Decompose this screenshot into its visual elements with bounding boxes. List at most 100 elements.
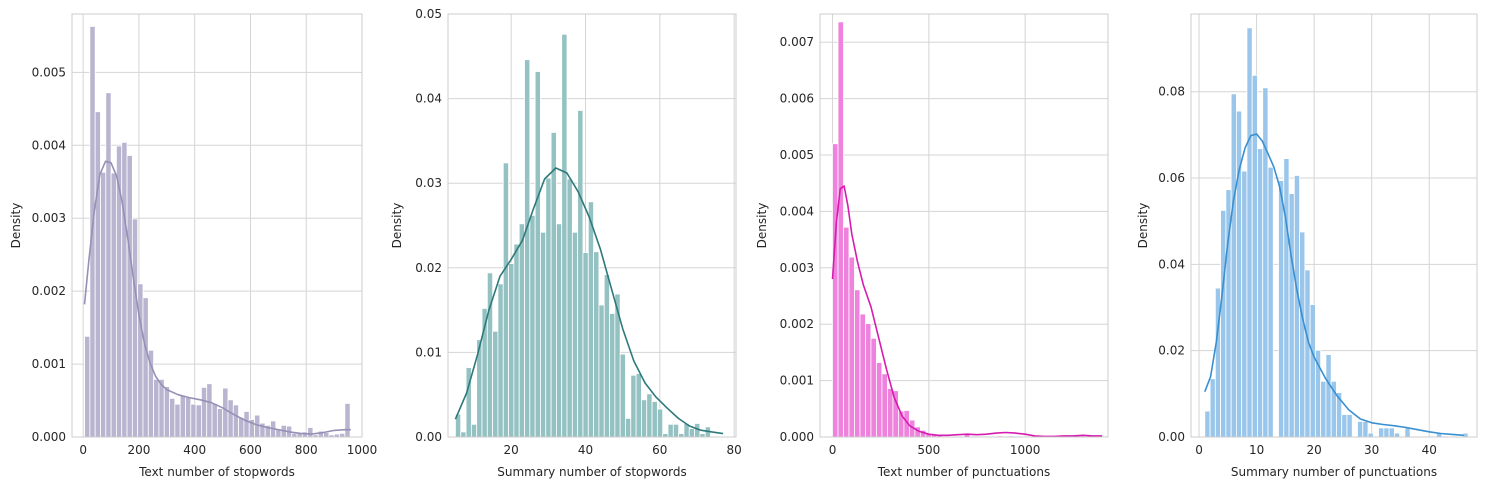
x-tick-label: 600 <box>239 443 262 457</box>
histogram-bar <box>1236 110 1243 438</box>
histogram-bar <box>1320 380 1327 438</box>
histogram-bar <box>1367 432 1374 438</box>
histogram-bar <box>593 251 600 438</box>
histogram-bar <box>854 289 861 438</box>
kde-curve <box>83 160 351 435</box>
histogram-bar <box>158 378 165 438</box>
histogram-bar <box>1304 269 1311 438</box>
histogram-bar <box>508 263 515 438</box>
histogram-bar <box>529 214 536 438</box>
histogram-bar <box>131 218 139 438</box>
histogram-bar <box>206 383 213 438</box>
histogram-bar <box>641 399 648 438</box>
histogram-bar <box>1204 410 1211 438</box>
histogram-bar <box>1404 427 1411 438</box>
histogram-bar <box>179 395 186 438</box>
x-axis-label: Text number of punctuations <box>877 465 1050 479</box>
histogram-bar <box>870 337 877 438</box>
x-tick-label: 60 <box>652 443 667 457</box>
axes-frame <box>71 13 363 438</box>
x-tick-label: 400 <box>183 443 206 457</box>
y-tick-label: 0.05 <box>415 7 442 21</box>
histogram-bar <box>1220 209 1227 438</box>
y-tick-label: 0.06 <box>1158 171 1185 185</box>
histogram-bar <box>339 432 346 438</box>
histogram-bar <box>201 387 208 438</box>
histogram-bar <box>540 231 547 438</box>
y-tick-label: 0.000 <box>780 430 814 444</box>
histogram-bar <box>1230 93 1237 438</box>
histogram-bar <box>876 362 883 438</box>
histogram-bar <box>470 423 478 438</box>
subplot-1: 0.000 0.001 0.002 0.003 0.004 0.005 0 200 400 600… <box>9 13 377 479</box>
histogram-bar <box>126 155 133 438</box>
x-tick-label: 20 <box>1307 443 1322 457</box>
histogram-bar <box>832 143 839 438</box>
y-tick-label: 0.004 <box>32 138 66 152</box>
histogram-bar <box>502 162 509 438</box>
histogram-bar <box>1293 175 1300 438</box>
y-tick-label: 0.005 <box>780 148 814 162</box>
histogram-bar <box>121 141 128 438</box>
x-tick-label: 20 <box>504 443 519 457</box>
histogram-bar <box>518 223 525 438</box>
histogram-bar <box>153 378 160 438</box>
histogram-bar <box>848 256 855 438</box>
x-tick-label: 10 <box>1249 443 1264 457</box>
x-tick-label: 80 <box>727 443 742 457</box>
histogram-bar <box>163 386 170 438</box>
histogram-bar <box>1288 193 1295 438</box>
histogram-bar <box>656 408 664 438</box>
histogram-bar <box>630 374 637 438</box>
histogram-bar <box>667 423 674 438</box>
kde-curve <box>454 167 724 435</box>
histogram-bar <box>555 223 563 438</box>
histogram-bar <box>486 272 494 438</box>
histogram-bar <box>1251 74 1258 438</box>
histogram-bar <box>211 403 218 438</box>
histogram-bar <box>1325 354 1332 438</box>
histogram-bar <box>1378 427 1385 438</box>
histogram-bar <box>1357 421 1364 438</box>
y-tick-label: 0.003 <box>780 261 814 275</box>
histogram-bar <box>672 423 680 438</box>
histogram-bar <box>185 397 192 438</box>
subplot-4: 0.00 0.02 0.04 0.06 0.08 0 10 20 30 40 Summary num… <box>1136 13 1478 479</box>
histogram-bar <box>859 313 866 438</box>
histogram-bar <box>105 92 112 438</box>
histogram-bar <box>582 252 589 438</box>
y-tick-label: 0.04 <box>1158 257 1185 271</box>
histogram-bar <box>587 201 594 438</box>
histogram-bar <box>524 59 531 438</box>
histogram-bar <box>603 274 610 438</box>
kde-curve <box>1204 133 1464 437</box>
histogram-bar <box>1346 414 1353 438</box>
histogram-bar <box>1362 421 1369 438</box>
histogram-bar <box>688 428 695 438</box>
y-tick-label: 0.006 <box>780 92 814 106</box>
y-tick-label: 0.002 <box>780 317 814 331</box>
histogram-bar <box>1383 427 1390 438</box>
subplot-2: 0.00 0.01 0.02 0.03 0.04 0.05 20 40 60 80 Summary … <box>390 7 742 479</box>
y-tick-label: 0.00 <box>1158 430 1185 444</box>
histogram-bar <box>238 416 245 438</box>
subplot-3: 0.000 0.001 0.002 0.003 0.004 0.005 0.006 0.007… <box>755 13 1109 479</box>
histogram-bar <box>174 403 181 438</box>
y-tick-label: 0.004 <box>780 204 814 218</box>
histogram-bar <box>216 408 224 438</box>
axes-frame <box>1190 13 1478 438</box>
x-tick-label: 500 <box>917 443 940 457</box>
histogram-bar <box>460 431 467 438</box>
y-tick-label: 0.002 <box>32 284 66 298</box>
histogram-bar <box>84 335 91 438</box>
y-tick-label: 0.02 <box>1158 344 1185 358</box>
histogram-bar <box>1209 378 1216 438</box>
histogram-bar <box>635 373 642 438</box>
histogram-bar <box>651 401 658 438</box>
histogram-bar <box>545 177 552 438</box>
histogram-bar <box>94 111 101 438</box>
histogram-bar <box>561 33 568 438</box>
histogram-bar <box>291 432 298 438</box>
histogram-bar <box>1257 148 1264 438</box>
histogram-bar <box>699 433 706 438</box>
